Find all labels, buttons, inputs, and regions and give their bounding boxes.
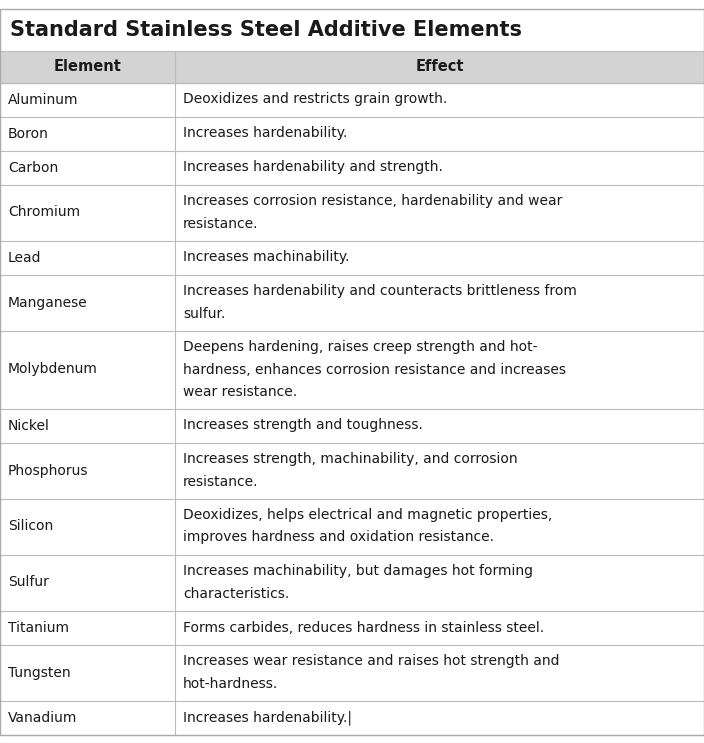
- Bar: [0, 241, 704, 274]
- Text: Standard Stainless Steel Additive Elements: Standard Stainless Steel Additive Elemen…: [10, 19, 522, 39]
- Text: Nickel: Nickel: [8, 418, 50, 432]
- Text: characteristics.: characteristics.: [183, 586, 289, 600]
- Text: Increases hardenability.|: Increases hardenability.|: [183, 710, 352, 724]
- Text: Deoxidizes, helps electrical and magnetic properties,: Deoxidizes, helps electrical and magneti…: [183, 508, 552, 522]
- Bar: [0, 117, 704, 151]
- Text: resistance.: resistance.: [183, 475, 258, 488]
- Bar: [0, 151, 704, 184]
- Text: Carbon: Carbon: [8, 160, 58, 175]
- Text: wear resistance.: wear resistance.: [183, 384, 297, 398]
- Bar: [0, 554, 704, 611]
- Text: hardness, enhances corrosion resistance and increases: hardness, enhances corrosion resistance …: [183, 363, 566, 377]
- Text: Aluminum: Aluminum: [8, 92, 79, 106]
- Text: sulfur.: sulfur.: [183, 307, 225, 320]
- Text: Vanadium: Vanadium: [8, 710, 77, 724]
- Text: Titanium: Titanium: [8, 620, 69, 635]
- Text: Sulfur: Sulfur: [8, 576, 49, 589]
- Text: Increases machinability.: Increases machinability.: [183, 250, 349, 265]
- Bar: [0, 611, 704, 644]
- Text: Increases hardenability and strength.: Increases hardenability and strength.: [183, 160, 443, 175]
- Text: resistance.: resistance.: [183, 216, 258, 230]
- Text: Deoxidizes and restricts grain growth.: Deoxidizes and restricts grain growth.: [183, 92, 447, 106]
- Text: Tungsten: Tungsten: [8, 666, 70, 680]
- Text: Lead: Lead: [8, 250, 42, 265]
- Text: Increases machinability, but damages hot forming: Increases machinability, but damages hot…: [183, 565, 533, 579]
- Bar: [0, 184, 704, 241]
- Text: Molybdenum: Molybdenum: [8, 363, 98, 377]
- Bar: [0, 274, 704, 331]
- Bar: [0, 499, 704, 554]
- Bar: [0, 409, 704, 443]
- Text: Increases corrosion resistance, hardenability and wear: Increases corrosion resistance, hardenab…: [183, 195, 562, 209]
- Text: improves hardness and oxidation resistance.: improves hardness and oxidation resistan…: [183, 531, 494, 545]
- Bar: [0, 82, 704, 117]
- Text: Increases hardenability and counteracts brittleness from: Increases hardenability and counteracts …: [183, 285, 577, 299]
- Text: Increases strength, machinability, and corrosion: Increases strength, machinability, and c…: [183, 452, 517, 467]
- Text: Chromium: Chromium: [8, 206, 80, 219]
- Bar: [0, 51, 704, 82]
- Text: Deepens hardening, raises creep strength and hot-: Deepens hardening, raises creep strength…: [183, 340, 537, 354]
- Text: Effect: Effect: [415, 59, 464, 74]
- Text: Increases hardenability.: Increases hardenability.: [183, 126, 347, 140]
- Text: Phosphorus: Phosphorus: [8, 464, 89, 478]
- Text: hot-hardness.: hot-hardness.: [183, 676, 278, 690]
- Bar: [0, 443, 704, 499]
- Text: Silicon: Silicon: [8, 519, 54, 533]
- Text: Element: Element: [54, 59, 121, 74]
- Bar: [0, 331, 704, 409]
- Text: Increases wear resistance and raises hot strength and: Increases wear resistance and raises hot…: [183, 655, 560, 669]
- Bar: [0, 701, 704, 735]
- Text: Boron: Boron: [8, 126, 49, 140]
- Text: Increases strength and toughness.: Increases strength and toughness.: [183, 418, 423, 432]
- Text: Manganese: Manganese: [8, 296, 88, 310]
- Text: Forms carbides, reduces hardness in stainless steel.: Forms carbides, reduces hardness in stai…: [183, 620, 544, 635]
- Bar: [0, 644, 704, 701]
